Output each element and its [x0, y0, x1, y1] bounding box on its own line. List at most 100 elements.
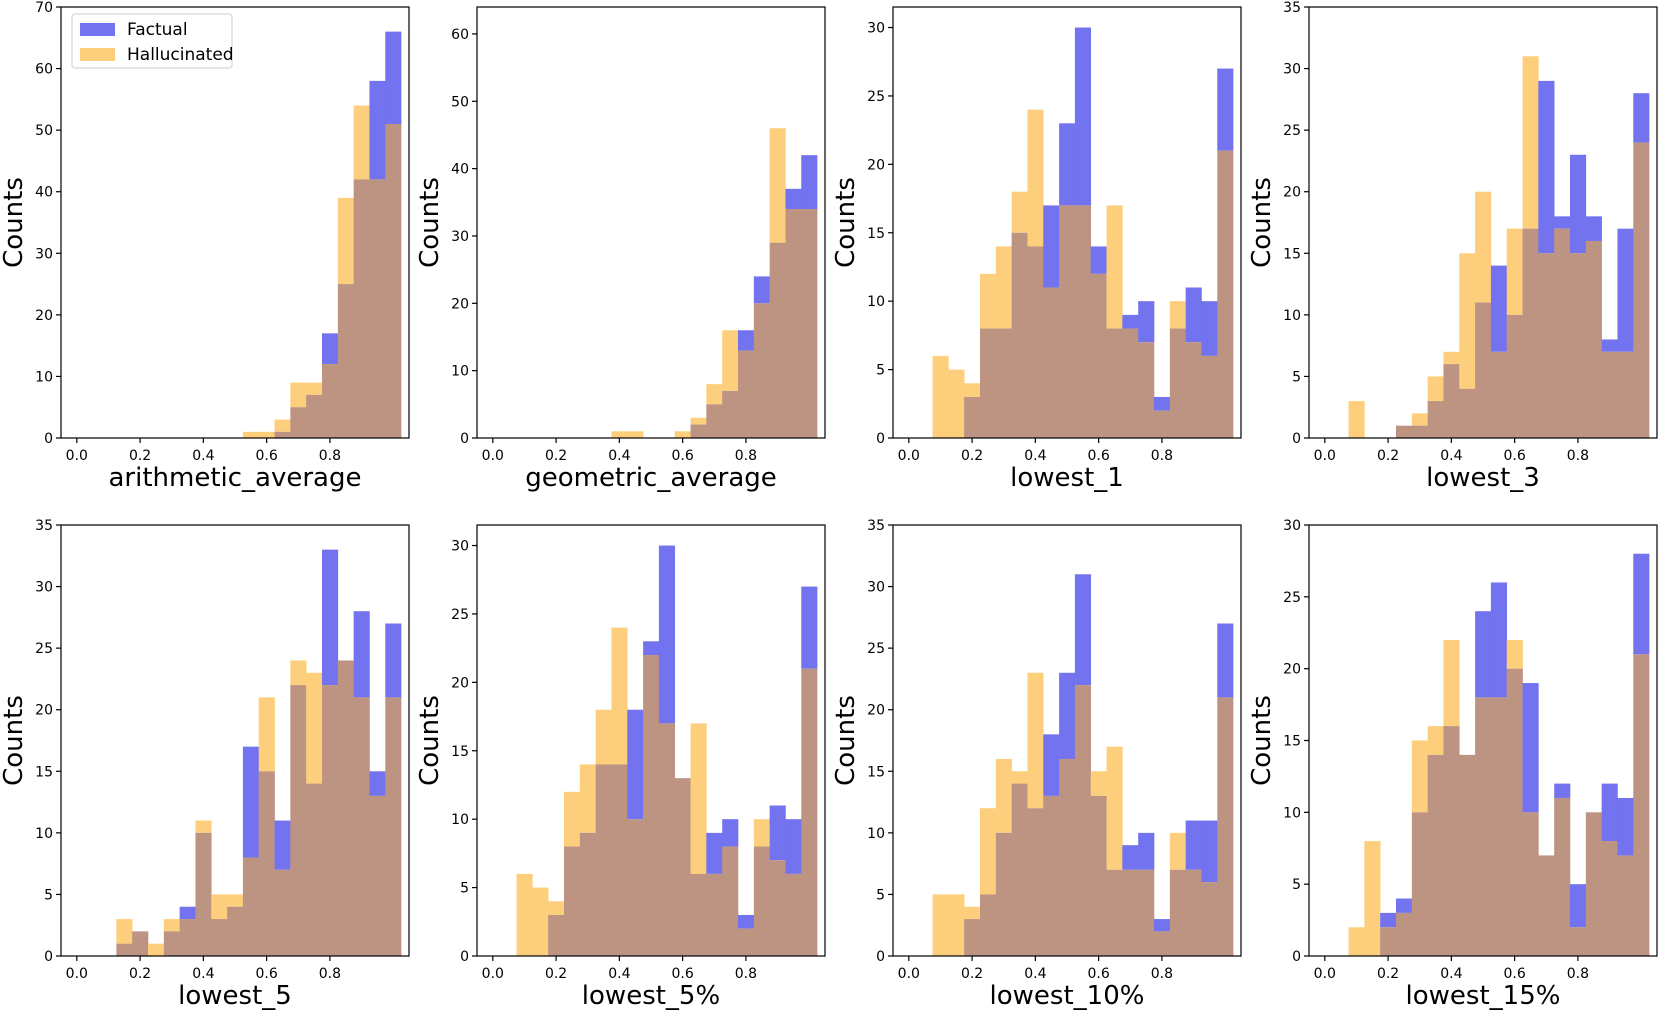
x-tick-label: 0.0	[66, 966, 88, 982]
hallucinated-bar	[595, 709, 612, 765]
x-tick-label: 0.4	[1024, 966, 1046, 982]
x-tick-label: 0.6	[1088, 448, 1110, 464]
factual-bar	[1217, 68, 1234, 151]
overlap-bar	[706, 404, 723, 438]
overlap-bar	[1475, 302, 1492, 438]
y-tick-label: 0	[460, 949, 469, 965]
hallucinated-bar	[706, 384, 723, 405]
factual-bar	[1090, 246, 1107, 274]
y-tick-label: 5	[1292, 877, 1301, 893]
overlap-bar	[1154, 931, 1171, 956]
y-tick-label: 25	[35, 641, 53, 657]
overlap-bar	[1443, 364, 1460, 438]
overlap-bar	[706, 873, 723, 956]
overlap-bar	[980, 894, 997, 956]
overlap-bar	[1043, 795, 1060, 956]
overlap-bar	[290, 407, 307, 438]
overlap-bar	[753, 303, 770, 438]
y-tick-label: 20	[867, 703, 885, 719]
factual-bar	[1185, 287, 1202, 343]
x-tick-label: 0.8	[319, 448, 341, 464]
y-tick-label: 20	[35, 308, 53, 324]
axes-frame	[60, 6, 410, 439]
x-axis-label: arithmetic_average	[109, 463, 362, 493]
x-axis-label: geometric_average	[525, 463, 777, 493]
y-tick-label: 20	[1283, 662, 1301, 678]
x-tick-label: 0.6	[1504, 966, 1526, 982]
axes-frame	[476, 6, 826, 439]
x-tick-label: 0.2	[961, 448, 983, 464]
factual-bar	[1570, 884, 1587, 928]
factual-bar	[1585, 216, 1602, 241]
hallucinated-bar	[258, 431, 275, 438]
subplot-2: 0 5 10 15 20 25 30 0.0 0.2 0.4 0.6 0.8 lowest_1 Count…	[831, 6, 1242, 493]
y-tick-label: 0	[876, 949, 885, 965]
overlap-bar	[290, 685, 307, 956]
factual-bar	[369, 80, 386, 180]
x-tick-label: 0.2	[961, 966, 983, 982]
factual-bar	[722, 819, 739, 847]
factual-bar	[1074, 27, 1092, 206]
subplot-5: 0 5 10 15 20 25 30 0.0 0.2 0.4 0.6 0.8 lowest_5% Coun…	[415, 524, 826, 1011]
hallucinated-bar	[948, 894, 965, 956]
hallucinated-bar	[337, 197, 354, 285]
overlap-bar	[1106, 869, 1123, 956]
axes-frame	[1308, 6, 1658, 439]
factual-bar	[738, 330, 755, 351]
factual-bar	[1154, 919, 1171, 932]
overlap-bar	[274, 431, 291, 438]
overlap-bar	[674, 778, 691, 956]
x-tick-label: 0.4	[1440, 966, 1462, 982]
x-tick-label: 0.6	[1088, 966, 1110, 982]
x-tick-label: 0.2	[1377, 966, 1399, 982]
hallucinated-bar	[980, 273, 997, 329]
overlap-bar	[1411, 812, 1428, 956]
hallucinated-bar	[769, 128, 786, 243]
overlap-bar	[1122, 328, 1139, 438]
factual-bar	[1570, 154, 1587, 254]
hallucinated-bar	[290, 382, 307, 408]
subplot-7: 0 5 10 15 20 25 30 0.0 0.2 0.4 0.6 0.8 lowest_15% Cou…	[1247, 518, 1658, 1011]
hallucinated-bar	[116, 919, 133, 944]
y-tick-label: 30	[867, 21, 885, 37]
factual-bar	[1074, 574, 1092, 686]
overlap-bar	[658, 723, 676, 956]
overlap-bar	[369, 795, 386, 956]
overlap-bar	[1154, 410, 1171, 438]
hallucinated-bar	[1364, 841, 1381, 956]
overlap-bar	[1538, 253, 1555, 438]
x-tick-label: 0.4	[192, 966, 214, 982]
hallucinated-bar	[548, 901, 565, 915]
hallucinated-bar	[690, 417, 707, 425]
overlap-bar	[1185, 869, 1202, 956]
factual-bar	[1490, 582, 1508, 698]
overlap-bar	[1011, 232, 1028, 438]
x-tick-label: 0.8	[735, 448, 757, 464]
factual-bar	[1059, 672, 1076, 759]
y-tick-label: 20	[451, 296, 469, 312]
overlap-bar	[1217, 697, 1234, 956]
y-tick-label: 40	[35, 185, 53, 201]
x-tick-label: 0.4	[1440, 448, 1462, 464]
overlap-bar	[1169, 869, 1186, 956]
hallucinated-bar	[1106, 746, 1123, 870]
overlap-bar	[1201, 355, 1218, 438]
y-tick-label: 25	[1283, 590, 1301, 606]
hallucinated-bar	[1348, 927, 1365, 956]
overlap-bar	[1217, 150, 1234, 438]
legend-label-hallucinated: Hallucinated	[127, 45, 234, 65]
y-tick-label: 10	[451, 364, 469, 380]
y-tick-label: 0	[1292, 949, 1301, 965]
y-tick-label: 5	[1292, 369, 1301, 385]
x-tick-label: 0.6	[672, 966, 694, 982]
hallucinated-bar	[932, 894, 949, 956]
y-tick-label: 15	[1283, 734, 1301, 750]
hallucinated-bar	[1411, 740, 1428, 813]
y-axis-label: Counts	[1247, 177, 1277, 268]
x-tick-label: 0.6	[1504, 448, 1526, 464]
subplot-0: 0 10 20 30 40 50 60 70 0.0 0.2 0.4 0.6 0.8arithmetic…	[0, 0, 410, 493]
overlap-bar	[1490, 697, 1508, 956]
x-tick-label: 0.6	[256, 966, 278, 982]
hallucinated-bar	[516, 873, 533, 956]
y-tick-label: 0	[44, 949, 53, 965]
